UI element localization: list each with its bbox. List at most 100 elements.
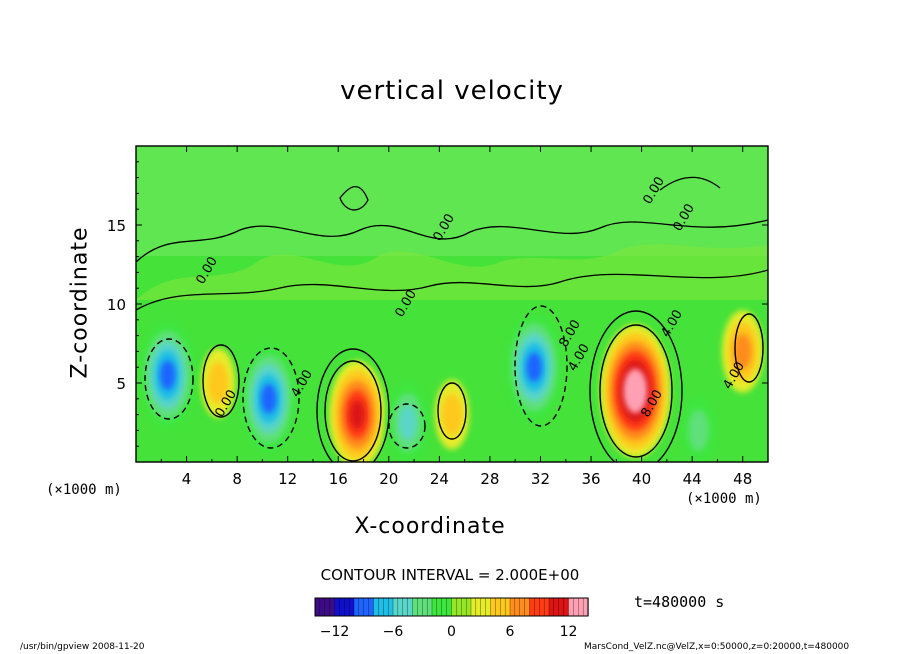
velocity-cell-8-level-2	[733, 333, 752, 370]
colorbar-cell	[358, 597, 365, 617]
colorbar-cell	[324, 597, 331, 617]
time-label: t=480000 s	[634, 593, 725, 611]
colorbar-cell	[392, 597, 399, 617]
colorbar-cell	[319, 597, 326, 617]
colorbar-cell	[368, 597, 375, 617]
colorbar-cell	[529, 597, 536, 617]
colorbar-cell	[548, 597, 555, 617]
chart-title: vertical velocity	[340, 76, 564, 106]
velocity-cell-1-level-4	[261, 384, 277, 414]
colorbar-cell	[422, 597, 428, 617]
colorbar-cell	[402, 597, 409, 617]
velocity-cell-9-level-1	[688, 409, 709, 452]
colorbar-cell	[500, 597, 506, 617]
colorbar-cell	[563, 597, 570, 617]
x-tick-label: 24	[430, 470, 449, 488]
velocity-cell-2-level-1	[207, 362, 229, 404]
colorbar-cell	[446, 597, 453, 617]
y-tick-label: 5	[116, 375, 126, 393]
colorbar-cell	[407, 597, 414, 617]
colorbar-cell	[578, 597, 584, 617]
colorbar-cell	[461, 597, 467, 617]
colorbar-cell	[456, 597, 462, 617]
colorbar-cell	[387, 597, 394, 617]
upper-field	[136, 146, 768, 256]
velocity-cell-0-level-4	[159, 360, 176, 390]
x-tick-label: 36	[581, 470, 600, 488]
colorbar-cell	[539, 597, 545, 617]
colorbar-cell	[417, 597, 423, 617]
velocity-cell-5-level-1	[441, 393, 463, 436]
colorbar-cell	[465, 597, 472, 617]
colorbar-cell	[344, 597, 350, 617]
x-tick-label: 12	[278, 470, 297, 488]
velocity-cell-6-level-4	[526, 352, 542, 382]
x-tick-label: 28	[480, 470, 499, 488]
colorbar-cell	[470, 597, 477, 617]
colorbar-cell	[334, 597, 341, 617]
colorbar-cell	[378, 597, 384, 617]
x-tick-label: 16	[329, 470, 348, 488]
velocity-cell-4-level-2	[398, 404, 417, 441]
colorbar-tick-label: 12	[560, 624, 578, 640]
colorbar-cell	[490, 597, 497, 617]
colorbar-tick-label: 0	[447, 624, 456, 640]
colorbar: −12 −6 0 6 12	[314, 597, 589, 640]
colorbar-cell	[373, 597, 380, 617]
colorbar-cell	[558, 597, 565, 617]
velocity-cell-7-level-6	[628, 377, 643, 405]
contour-lines	[136, 176, 768, 311]
colorbar-cell	[519, 597, 526, 617]
colorbar-cell	[339, 597, 345, 617]
colorbar-cell	[495, 597, 501, 617]
colorbar-cell	[553, 597, 560, 617]
footer-source: MarsCond_VelZ.nc@VelZ,x=0:50000,z=0:2000…	[584, 642, 850, 652]
x-tick-label: 48	[733, 470, 752, 488]
colorbar-cell	[568, 597, 575, 617]
colorbar-cell	[348, 597, 355, 617]
colorbar-cell	[509, 597, 516, 617]
x-tick-label: 40	[632, 470, 651, 488]
colorbar-cell	[480, 597, 487, 617]
colorbar-cell	[451, 597, 458, 617]
negative-contours	[144, 305, 568, 449]
x-unit-label-left: (×1000 m)	[46, 482, 122, 498]
colorbar-cell	[534, 597, 540, 617]
x-tick-label: 4	[182, 470, 192, 488]
x-unit-label-right: (×1000 m)	[686, 491, 762, 507]
contour-interval: CONTOUR INTERVAL = 2.000E+00	[320, 566, 580, 584]
colorbar-cell	[353, 597, 360, 617]
y-axis-label: Z-coordinate	[67, 226, 93, 379]
colorbar-cell	[397, 597, 404, 617]
colorbar-cell	[543, 597, 550, 617]
colorbar-cell	[314, 597, 321, 617]
colorbar-cell	[441, 597, 448, 617]
x-tick-label: 32	[531, 470, 550, 488]
positive-contours	[202, 310, 764, 462]
y-tick-label: 15	[107, 217, 126, 235]
colorbar-frame	[314, 597, 589, 617]
colorbar-cell	[329, 597, 336, 617]
colorbar-cell	[436, 597, 443, 617]
colorbar-cell	[383, 597, 389, 617]
y-tick-label: 10	[107, 296, 126, 314]
x-tick-label: 20	[379, 470, 398, 488]
colorbar-cell	[514, 597, 521, 617]
colorbar-tick-label: −6	[383, 624, 404, 640]
colorbar-cell	[485, 597, 492, 617]
x-tick-label: 44	[683, 470, 702, 488]
colorbar-cell	[363, 597, 370, 617]
footer-program: /usr/bin/gpview 2008-11-20	[20, 642, 145, 652]
velocity-cell-3-level-4	[349, 399, 365, 430]
x-tick-label: 8	[232, 470, 242, 488]
colorbar-cell	[426, 597, 433, 617]
colorbar-cell	[475, 597, 482, 617]
colorbar-cell	[524, 597, 531, 617]
colorbar-cell	[412, 597, 419, 617]
colorbar-cell	[431, 597, 438, 617]
colorbar-cell	[504, 597, 511, 617]
colorbar-tick-label: −12	[320, 624, 350, 640]
x-axis-label: X-coordinate	[354, 514, 506, 539]
